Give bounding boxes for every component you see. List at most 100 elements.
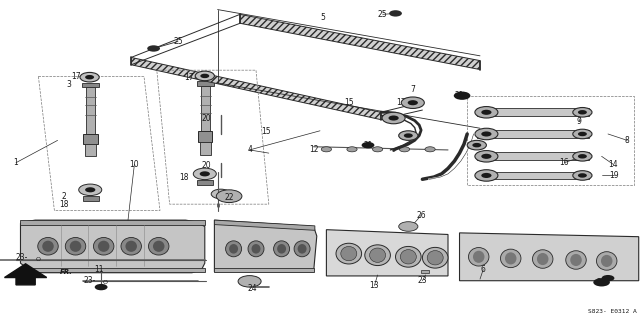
Polygon shape [83,196,99,201]
Text: 23-: 23- [83,276,95,285]
Text: 26: 26 [416,211,426,220]
Circle shape [573,129,592,139]
Text: 20: 20 [201,161,211,170]
Ellipse shape [401,249,417,264]
Polygon shape [477,172,589,179]
Circle shape [573,108,592,117]
Circle shape [425,147,435,152]
Ellipse shape [248,241,264,257]
Ellipse shape [537,253,548,265]
Ellipse shape [93,237,114,255]
Ellipse shape [532,250,553,268]
Circle shape [475,170,498,181]
Ellipse shape [601,255,612,267]
Text: 13: 13 [369,281,380,290]
Circle shape [481,154,492,159]
Polygon shape [460,233,639,281]
Text: 17: 17 [184,73,194,82]
Circle shape [578,132,587,136]
Ellipse shape [570,254,582,266]
Ellipse shape [98,241,109,252]
Ellipse shape [294,241,310,257]
Circle shape [399,147,410,152]
Text: 17: 17 [70,72,81,81]
Circle shape [481,110,492,115]
Polygon shape [20,220,205,273]
Text: 25: 25 [173,37,183,46]
Circle shape [238,276,261,287]
Ellipse shape [274,241,290,257]
Ellipse shape [42,241,54,252]
Polygon shape [201,86,210,131]
Circle shape [399,131,418,140]
Circle shape [85,187,95,192]
Polygon shape [214,220,315,230]
Polygon shape [240,14,480,70]
Circle shape [347,147,357,152]
Polygon shape [200,142,211,155]
Ellipse shape [468,248,489,266]
Circle shape [95,284,108,290]
Text: 19: 19 [609,171,620,180]
Polygon shape [82,83,99,87]
Ellipse shape [298,244,307,254]
Text: S823- E0312 A: S823- E0312 A [588,309,637,314]
Text: 21: 21 [455,91,464,100]
Circle shape [399,222,418,231]
Circle shape [362,142,374,148]
Ellipse shape [422,248,448,268]
Polygon shape [20,268,205,272]
Text: 24: 24 [248,284,258,293]
Circle shape [578,154,587,159]
Polygon shape [197,180,213,185]
Polygon shape [214,220,317,272]
Circle shape [481,131,492,137]
Polygon shape [4,264,47,285]
Polygon shape [20,220,205,225]
Circle shape [481,173,492,178]
Ellipse shape [277,244,286,254]
Polygon shape [197,81,214,86]
Ellipse shape [70,241,81,252]
Text: 18: 18 [60,200,68,209]
Polygon shape [85,144,96,156]
Ellipse shape [341,247,357,261]
Polygon shape [198,131,212,142]
Text: O: O [102,280,108,285]
Polygon shape [326,230,448,276]
Ellipse shape [365,245,390,265]
Polygon shape [83,134,98,144]
Circle shape [382,112,405,124]
Ellipse shape [370,248,385,262]
Text: 4: 4 [247,145,252,154]
Ellipse shape [125,241,137,252]
Circle shape [372,147,383,152]
Circle shape [578,110,587,115]
Text: 18: 18 [180,173,189,182]
Polygon shape [477,152,589,160]
Ellipse shape [505,252,516,264]
Text: 7: 7 [410,85,415,94]
Text: 22: 22 [225,193,234,202]
Circle shape [454,92,470,100]
Polygon shape [86,87,95,134]
Circle shape [602,275,614,281]
Circle shape [573,152,592,161]
Circle shape [193,168,216,180]
Text: 15: 15 [260,127,271,136]
Circle shape [475,128,498,140]
Circle shape [80,72,99,82]
Circle shape [321,147,332,152]
Circle shape [408,100,418,105]
Text: 17: 17 [403,131,413,140]
Circle shape [85,75,94,79]
Text: 25: 25 [378,10,388,19]
Circle shape [79,184,102,196]
Circle shape [573,171,592,180]
Text: 3: 3 [67,80,72,89]
Polygon shape [477,108,589,116]
Ellipse shape [229,244,238,254]
Polygon shape [421,270,429,273]
Text: 15: 15 [344,98,354,107]
Circle shape [389,10,402,17]
